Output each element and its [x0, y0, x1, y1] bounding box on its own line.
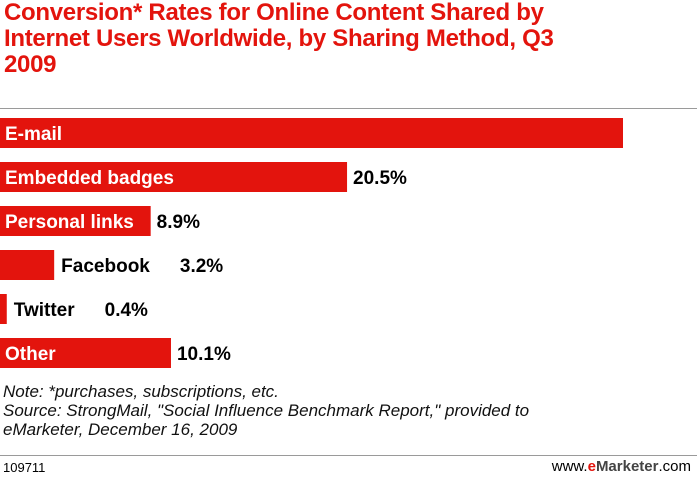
value-label: 0.4% — [105, 300, 148, 321]
bar-twitter — [0, 294, 7, 324]
category-label: Other — [5, 344, 56, 365]
value-label: 3.2% — [180, 256, 223, 277]
chart-id: 109711 — [3, 460, 46, 475]
chart-title: Conversion* Rates for Online Content Sha… — [4, 0, 554, 78]
category-label: Embedded badges — [5, 168, 174, 189]
note-text: Note: *purchases, subscriptions, etc. — [3, 382, 279, 401]
bar-e-mail — [0, 118, 623, 148]
source-text-line-2: eMarketer, December 16, 2009 — [3, 420, 238, 439]
footer-divider — [0, 455, 697, 456]
bar-personal-links — [0, 206, 151, 236]
bar-chart: E-mail 36.8% Embedded badges 20.5% Personal … — [0, 118, 686, 368]
chart-notes: Note: *purchases, subscriptions, etc. So… — [3, 382, 693, 439]
value-label: 10.1% — [177, 344, 231, 365]
brand-name: Marketer — [595, 458, 659, 475]
brand-prefix: www. — [551, 458, 588, 475]
bar-other — [0, 338, 171, 368]
value-label: 20.5% — [353, 168, 407, 189]
source-text-line-1: Source: StrongMail, "Social Influence Be… — [3, 401, 530, 420]
category-label: E-mail — [5, 124, 62, 145]
bar-facebook — [0, 250, 55, 280]
brand-e: e — [587, 458, 596, 475]
category-label: Personal links — [5, 212, 134, 233]
category-label: Facebook — [61, 256, 150, 277]
title-divider — [0, 108, 697, 109]
value-label: 8.9% — [157, 212, 200, 233]
category-label: Twitter — [14, 300, 75, 321]
value-label: 36.8% — [632, 124, 686, 145]
emarketer-logo: www.eMarketer.com — [552, 458, 691, 475]
brand-suffix: .com — [658, 458, 691, 475]
bar-embedded-badges — [0, 162, 348, 192]
